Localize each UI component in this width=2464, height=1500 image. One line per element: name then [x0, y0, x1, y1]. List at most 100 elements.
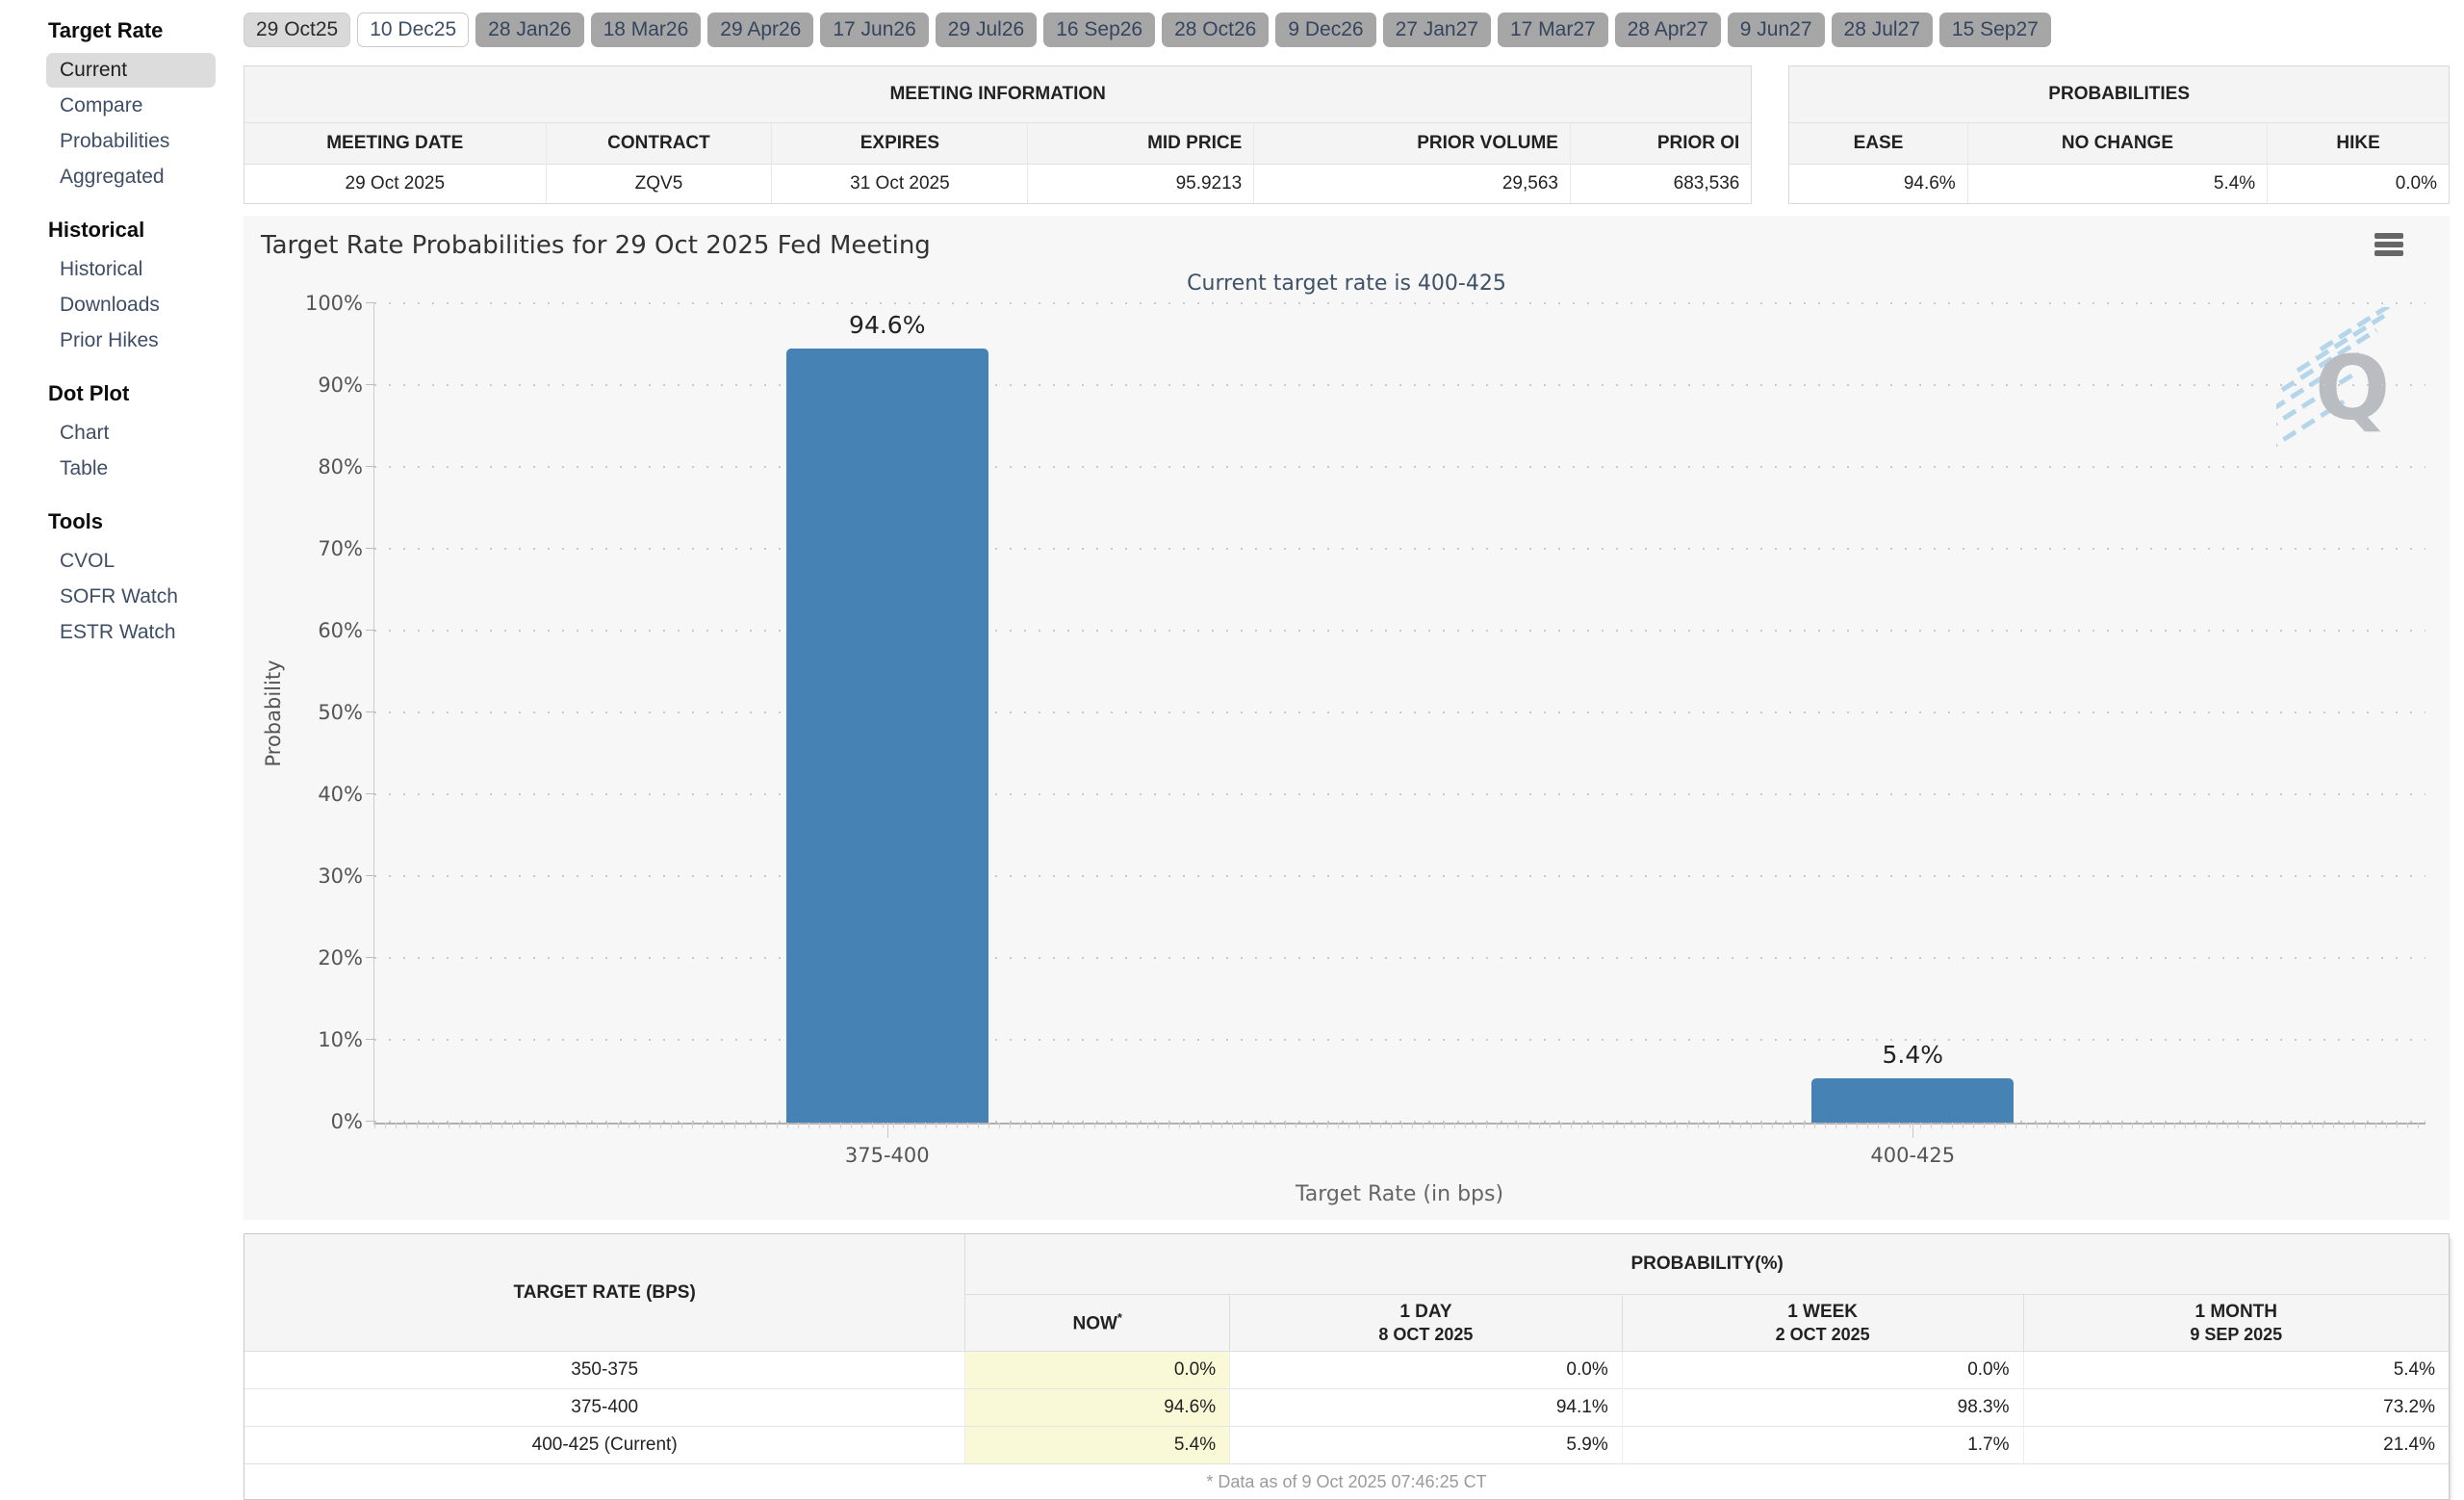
sidebar-section-title: Tools — [48, 509, 104, 533]
sub-header-label: 1 MONTH — [2194, 1301, 2278, 1322]
sidebar-item-compare[interactable]: Compare — [60, 94, 143, 116]
meeting-tab-29-oct25[interactable]: 29 Oct25 — [244, 13, 351, 47]
mi-column-header: CONTRACT — [545, 123, 772, 165]
mi-value-contract: ZQV5 — [545, 164, 772, 203]
mi-value-meeting-date: 29 Oct 2025 — [244, 164, 547, 203]
sidebar-item-chart[interactable]: Chart — [60, 422, 110, 444]
probabilities-panel: PROBABILITIES EASE NO CHANGE HIKE 94.6% 5.4%… — [1788, 65, 2450, 204]
probability-cell: 94.1% — [1229, 1388, 1623, 1427]
probability-cell: 94.6% — [964, 1388, 1230, 1427]
x-category-label: 400-425 — [1870, 1144, 1956, 1167]
sidebar-item-prior-hikes[interactable]: Prior Hikes — [60, 329, 159, 351]
sidebar-item-aggregated[interactable]: Aggregated — [60, 166, 165, 188]
y-axis-label: 90% — [318, 374, 363, 397]
rate-range-cell: 400-425 (Current) — [244, 1426, 965, 1464]
meeting-tab-28-jan26[interactable]: 28 Jan26 — [475, 13, 584, 47]
bar-slot: 5.4% 400-425 — [1400, 304, 2426, 1167]
mi-column-header: MEETING DATE — [244, 123, 547, 165]
y-gridline: 40% — [318, 783, 2426, 806]
probability-history-table: TARGET RATE (BPS) PROBABILITY(%) NOW* 1 DAY… — [244, 1234, 2449, 1499]
y-axis-tick — [366, 793, 374, 794]
prob-column-header: NO CHANGE — [1966, 123, 2268, 165]
meeting-tab-18-mar26[interactable]: 18 Mar26 — [590, 13, 702, 47]
probability-cell: 5.4% — [2022, 1351, 2449, 1389]
mi-column-header: PRIOR VOLUME — [1253, 123, 1571, 165]
probability-sub-header: 1 DAY 8 OCT 2025 — [1229, 1294, 1623, 1352]
probability-cell: 98.3% — [1621, 1388, 2023, 1427]
prob-value-no-change: 5.4% — [1966, 164, 2268, 203]
sidebar-section-title: Dot Plot — [48, 381, 130, 405]
sidebar-section-tools: Tools CVOL SOFR Watch ESTR Watch — [0, 509, 234, 650]
y-axis-tick — [366, 384, 374, 385]
y-gridline: 90% — [318, 374, 2426, 397]
sidebar-item-cvol[interactable]: CVOL — [60, 550, 116, 572]
probability-history-card: TARGET RATE (BPS) PROBABILITY(%) NOW* 1 DAY… — [244, 1233, 2450, 1500]
sidebar-item-current[interactable]: Current — [46, 53, 216, 88]
bar-value-label: 94.6% — [849, 310, 926, 339]
bar-375-400[interactable]: 94.6% — [785, 311, 988, 1123]
probability-sub-header: 1 WEEK 2 OCT 2025 — [1621, 1294, 2023, 1352]
sidebar-item-probabilities[interactable]: Probabilities — [60, 130, 170, 152]
sidebar-item-table[interactable]: Table — [60, 457, 109, 479]
meeting-tab-15-sep27[interactable]: 15 Sep27 — [1938, 13, 2051, 47]
meeting-tab-17-mar27[interactable]: 17 Mar27 — [1497, 13, 1608, 47]
svg-text:Q: Q — [2315, 337, 2390, 440]
bar-400-425[interactable]: 5.4% — [1811, 1041, 2015, 1123]
y-gridline: 60% — [318, 619, 2426, 642]
mi-column-header: PRIOR OI — [1569, 123, 1752, 165]
mi-column-header: EXPIRES — [771, 123, 1028, 165]
sidebar-item-estr-watch[interactable]: ESTR Watch — [60, 621, 176, 643]
sidebar-item-historical[interactable]: Historical — [60, 258, 143, 280]
sidebar-section-historical: Historical Historical Downloads Prior Hikes — [0, 218, 234, 358]
meeting-tab-29-jul26[interactable]: 29 Jul26 — [935, 13, 1038, 47]
footnote-marker: * — [1116, 1310, 1122, 1326]
y-axis-tick — [366, 875, 374, 876]
meeting-tab-9-dec26[interactable]: 9 Dec26 — [1275, 13, 1376, 47]
probability-cell: 21.4% — [2022, 1426, 2449, 1464]
meeting-tab-9-jun27[interactable]: 9 Jun27 — [1727, 13, 1825, 47]
meeting-tab-28-jul27[interactable]: 28 Jul27 — [1831, 13, 1933, 47]
rate-column-header: TARGET RATE (BPS) — [244, 1234, 966, 1352]
probability-table-row: 375-400 94.6% 94.1% 98.3% 73.2% — [244, 1388, 2449, 1427]
x-category-label: 375-400 — [844, 1144, 930, 1167]
y-axis-label: 100% — [304, 292, 363, 315]
probability-cell: 0.0% — [1229, 1351, 1623, 1389]
meeting-date-tabs: 29 Oct25 10 Dec25 28 Jan26 18 Mar26 29 Apr26… — [244, 13, 2450, 47]
y-axis-label: 50% — [318, 701, 363, 724]
quikstrike-watermark-icon: Q — [2263, 302, 2411, 454]
sidebar-section-target-rate: Target Rate Current Compare Probabilities Ag… — [0, 18, 234, 194]
meeting-tab-28-oct26[interactable]: 28 Oct26 — [1162, 13, 1270, 47]
meeting-tab-27-jan27[interactable]: 27 Jan27 — [1382, 13, 1491, 47]
y-gridline: 70% — [318, 537, 2426, 560]
chart-plot-area: Probability 0% 10% 20% 30% 40% 50% 60% 70% 80% 90… — [262, 292, 2426, 1167]
y-gridline: 80% — [318, 455, 2426, 478]
y-axis-title: Probability — [262, 659, 285, 767]
prob-column-header: HIKE — [2267, 123, 2449, 165]
sidebar-section-dot-plot: Dot Plot Chart Table — [0, 381, 234, 486]
meeting-tab-28-apr27[interactable]: 28 Apr27 — [1614, 13, 1721, 47]
sub-header-label: 1 DAY — [1399, 1301, 1452, 1322]
meeting-information-table: MEETING DATE CONTRACT EXPIRES MID PRICE PRIO… — [244, 123, 1752, 203]
sidebar-item-sofr-watch[interactable]: SOFR Watch — [60, 585, 178, 608]
sidebar: Target Rate Current Compare Probabilities Ag… — [0, 0, 234, 1485]
meeting-tab-16-sep26[interactable]: 16 Sep26 — [1043, 13, 1156, 47]
hamburger-menu-icon[interactable] — [2374, 233, 2403, 259]
y-axis-tick — [366, 957, 374, 958]
probability-cell: 0.0% — [964, 1351, 1230, 1389]
y-gridline: 100% — [305, 292, 2426, 315]
y-gridline: 0% — [331, 1110, 2426, 1133]
sidebar-item-downloads[interactable]: Downloads — [60, 294, 160, 316]
rate-range-cell: 375-400 — [244, 1388, 965, 1427]
y-gridline: 50% — [318, 701, 2426, 724]
prob-value-ease: 94.6% — [1789, 164, 1968, 203]
meeting-tab-17-jun26[interactable]: 17 Jun26 — [820, 13, 929, 47]
probability-cell: 1.7% — [1621, 1426, 2023, 1464]
probability-sub-header: 1 MONTH 9 SEP 2025 — [2022, 1294, 2449, 1352]
probability-cell: 5.9% — [1229, 1426, 1623, 1464]
mi-value-expires: 31 Oct 2025 — [771, 164, 1028, 203]
meeting-tab-29-apr26[interactable]: 29 Apr26 — [707, 13, 814, 47]
bar-slot: 94.6% 375-400 — [374, 304, 1400, 1167]
y-gridline: 10% — [318, 1028, 2426, 1051]
meeting-tab-10-dec25[interactable]: 10 Dec25 — [357, 13, 470, 47]
